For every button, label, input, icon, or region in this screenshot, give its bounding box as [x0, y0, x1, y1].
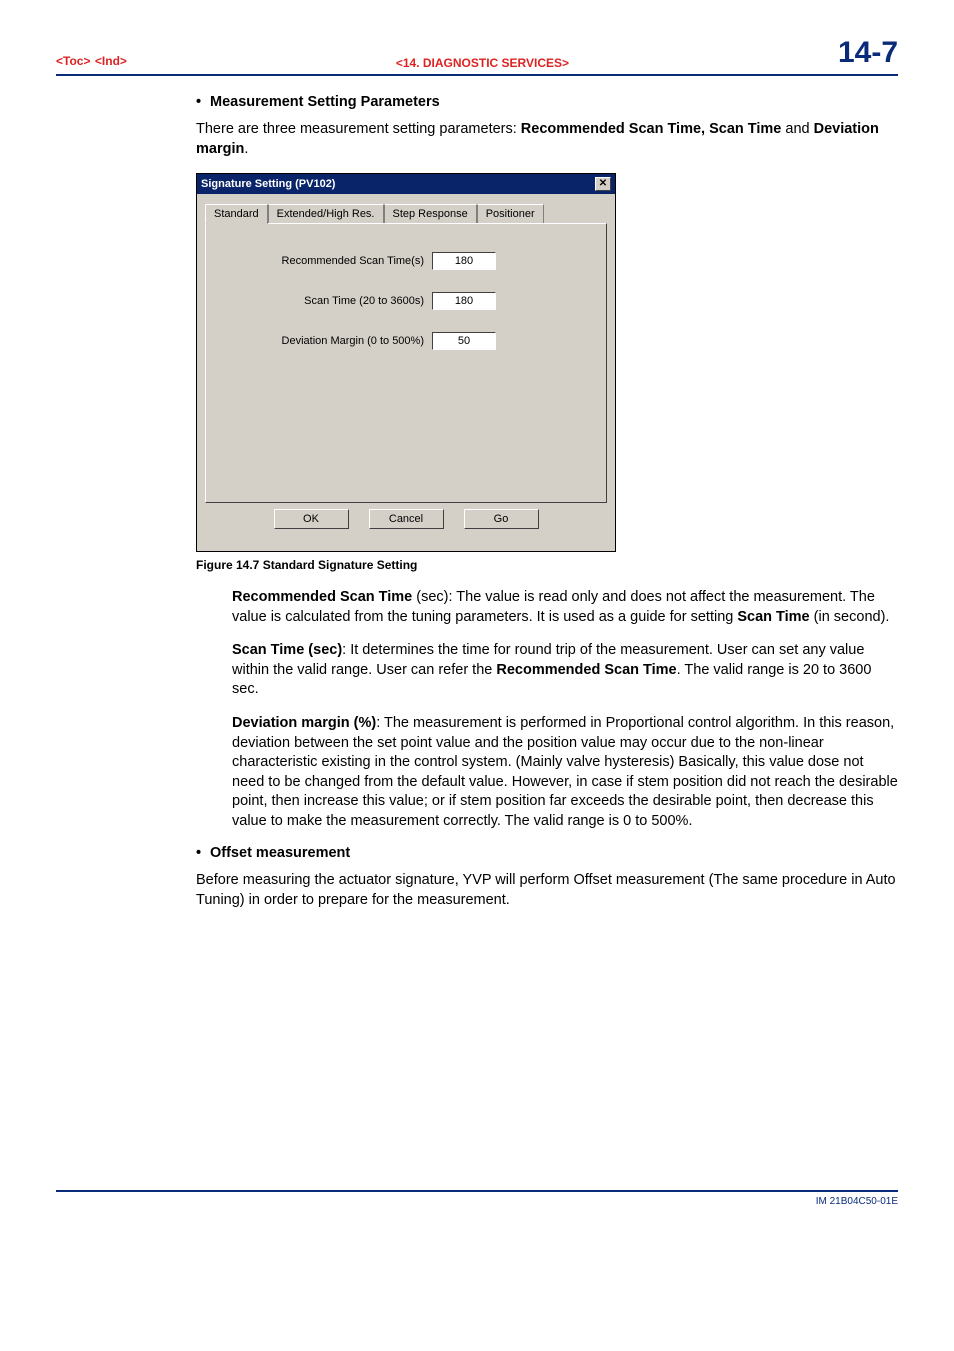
heading-measurement-params: •Measurement Setting Parameters: [196, 94, 898, 110]
signature-setting-dialog: Signature Setting (PV102) ✕ Standard Ext…: [196, 173, 616, 552]
ok-button[interactable]: OK: [274, 509, 349, 529]
offset-paragraph: Before measuring the actuator signature,…: [196, 871, 898, 910]
bullet-icon: •: [196, 845, 210, 861]
dialog-body: Standard Extended/High Res. Step Respons…: [197, 194, 615, 551]
tab-step-response[interactable]: Step Response: [384, 204, 477, 223]
text: and: [781, 121, 813, 137]
def-recommended-scan: Recommended Scan Time (sec): The value i…: [232, 588, 898, 627]
dialog-title: Signature Setting (PV102): [201, 178, 335, 190]
text-bold: Scan Time (sec): [232, 642, 342, 658]
dialog-titlebar[interactable]: Signature Setting (PV102) ✕: [197, 174, 615, 194]
ind-link[interactable]: <Ind>: [95, 54, 127, 68]
text: .: [244, 141, 248, 157]
text-bold: Recommended Scan Time: [496, 662, 676, 678]
definitions-block: Recommended Scan Time (sec): The value i…: [196, 588, 898, 831]
figure-caption: Figure 14.7 Standard Signature Setting: [196, 558, 898, 572]
def-scan-time: Scan Time (sec): It determines the time …: [232, 641, 898, 700]
text-bold: Recommended Scan Time, Scan Time: [521, 121, 782, 137]
go-button[interactable]: Go: [464, 509, 539, 529]
text-bold: Scan Time: [737, 609, 809, 625]
field-recommended-scan: Recommended Scan Time(s): [226, 252, 586, 270]
text: : The measurement is performed in Propor…: [232, 715, 898, 829]
tab-panel-standard: Recommended Scan Time(s) Scan Time (20 t…: [205, 223, 607, 503]
tab-positioner[interactable]: Positioner: [477, 204, 544, 223]
page-header: <Toc> <Ind> <14. DIAGNOSTIC SERVICES> 14…: [56, 36, 898, 76]
bullet-icon: •: [196, 94, 210, 110]
content-area: •Measurement Setting Parameters There ar…: [56, 76, 898, 910]
page-footer: IM 21B04C50-01E: [56, 1190, 898, 1207]
text-bold: Recommended Scan Time: [232, 589, 412, 605]
dialog-button-row: OK Cancel Go: [205, 503, 607, 539]
text: There are three measurement setting para…: [196, 121, 521, 137]
page: <Toc> <Ind> <14. DIAGNOSTIC SERVICES> 14…: [0, 0, 954, 1237]
tab-standard[interactable]: Standard: [205, 204, 268, 224]
text: (in second).: [810, 609, 890, 625]
tabstrip: Standard Extended/High Res. Step Respons…: [205, 204, 607, 223]
doc-id: IM 21B04C50-01E: [816, 1196, 898, 1207]
intro-paragraph: There are three measurement setting para…: [196, 120, 898, 159]
page-number: 14-7: [838, 36, 898, 70]
field-label: Deviation Margin (0 to 500%): [282, 335, 424, 347]
scan-time-input[interactable]: [432, 292, 496, 310]
tab-extended[interactable]: Extended/High Res.: [268, 204, 384, 223]
cancel-button[interactable]: Cancel: [369, 509, 444, 529]
header-left-links: <Toc> <Ind>: [56, 52, 127, 70]
heading-offset-measurement: •Offset measurement: [196, 845, 898, 861]
heading-text: Offset measurement: [210, 845, 350, 861]
field-label: Scan Time (20 to 3600s): [304, 295, 424, 307]
def-deviation-margin: Deviation margin (%): The measurement is…: [232, 714, 898, 831]
field-label: Recommended Scan Time(s): [282, 255, 424, 267]
toc-link[interactable]: <Toc>: [56, 54, 90, 68]
section-label: <14. DIAGNOSTIC SERVICES>: [396, 56, 569, 70]
field-scan-time: Scan Time (20 to 3600s): [226, 292, 586, 310]
close-icon[interactable]: ✕: [595, 177, 611, 191]
recommended-scan-input[interactable]: [432, 252, 496, 270]
field-deviation-margin: Deviation Margin (0 to 500%): [226, 332, 586, 350]
text-bold: Deviation margin (%): [232, 715, 376, 731]
deviation-margin-input[interactable]: [432, 332, 496, 350]
heading-text: Measurement Setting Parameters: [210, 94, 440, 110]
